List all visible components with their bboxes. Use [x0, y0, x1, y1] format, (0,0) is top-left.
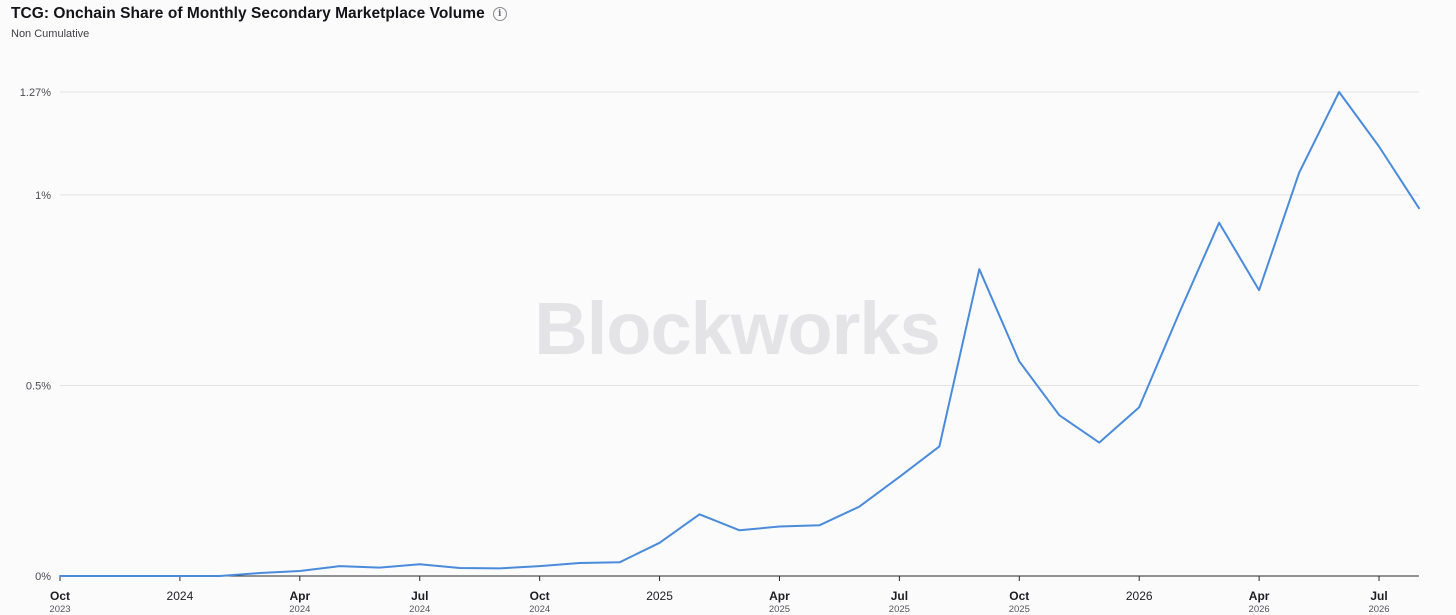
series-group [58, 90, 1422, 579]
gridlines [60, 91, 1419, 386]
y-tick-label: 0% [35, 571, 51, 583]
x-tick-label: Apr [289, 589, 310, 603]
data-point [177, 574, 182, 579]
x-tick-year-label: 2024 [409, 604, 430, 615]
chart-title: TCG: Onchain Share of Monthly Secondary … [11, 5, 485, 22]
x-tick-label: 2025 [646, 589, 673, 603]
x-tick-label: Oct [1009, 589, 1029, 603]
x-tick-label: 2024 [167, 589, 194, 603]
x-tick-label: Jul [891, 589, 908, 603]
chart-header: TCG: Onchain Share of Monthly Secondary … [11, 5, 507, 40]
title-row: TCG: Onchain Share of Monthly Secondary … [11, 5, 507, 23]
data-point [737, 528, 742, 533]
x-tick-year-label: 2024 [529, 604, 550, 615]
data-point [417, 562, 422, 567]
data-point [1057, 413, 1062, 418]
x-tick-year-label: 2026 [1249, 604, 1270, 615]
data-point [697, 512, 702, 517]
data-point [777, 524, 782, 529]
x-tick-label: Apr [769, 589, 790, 603]
data-point [457, 565, 462, 570]
data-point [1097, 440, 1102, 445]
x-tick-label: 2026 [1126, 589, 1153, 603]
data-point [217, 574, 222, 579]
y-tick-label: 0.5% [26, 380, 51, 392]
data-point [1137, 405, 1142, 410]
data-point [1417, 206, 1422, 211]
x-tick-label: Oct [50, 589, 70, 603]
data-point [1177, 311, 1182, 316]
y-axis: 0% 0.5% 1% 1.27% [20, 87, 51, 583]
data-point [337, 564, 342, 569]
x-tick-year-label: 2025 [1009, 604, 1030, 615]
data-point [137, 574, 142, 579]
data-point [1017, 359, 1022, 364]
data-point [1257, 288, 1262, 293]
data-point [537, 564, 542, 569]
y-tick-label: 1.27% [20, 87, 51, 99]
data-point [97, 574, 102, 579]
data-point [58, 574, 63, 579]
watermark: Blockworks [534, 287, 939, 370]
data-point [857, 504, 862, 509]
x-tick-label: Jul [1370, 589, 1387, 603]
x-tick-year-label: 2024 [289, 604, 310, 615]
data-point [897, 474, 902, 479]
data-point [1337, 90, 1342, 95]
x-tick-year-label: 2025 [769, 604, 790, 615]
series-line [59, 91, 1420, 577]
info-icon[interactable]: i [492, 7, 507, 21]
x-tick-label: Apr [1249, 589, 1270, 603]
data-point [577, 561, 582, 566]
data-point [377, 565, 382, 570]
x-tick-label: Jul [411, 589, 428, 603]
y-tick-label: 1% [35, 190, 51, 202]
data-point [977, 267, 982, 272]
x-tick-year-label: 2026 [1368, 604, 1389, 615]
data-point [497, 566, 502, 571]
chart-subtitle: Non Cumulative [11, 28, 90, 40]
data-point [1217, 220, 1222, 225]
data-point [817, 523, 822, 528]
data-point [257, 570, 262, 575]
data-point [1297, 170, 1302, 175]
data-point [937, 444, 942, 449]
x-tick-label: Oct [530, 589, 550, 603]
x-tick-year-label: 2023 [49, 604, 70, 615]
data-point [657, 540, 662, 545]
data-point [1377, 144, 1382, 149]
data-point [297, 569, 302, 574]
x-tick-year-label: 2025 [889, 604, 910, 615]
data-point [617, 560, 622, 565]
